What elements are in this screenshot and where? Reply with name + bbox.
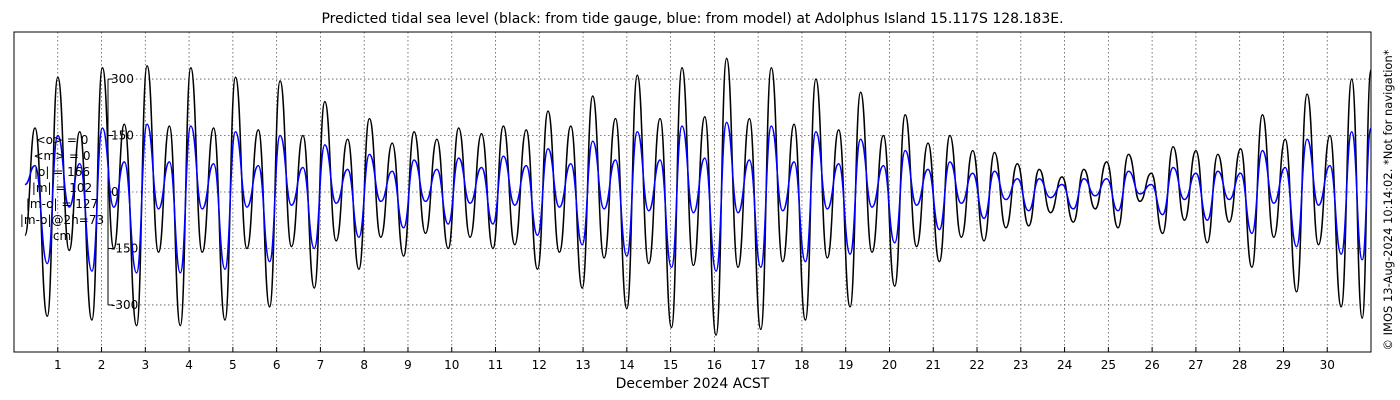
copyright-text: © IMOS 13-Aug-2024 10:14:02. *Not for na… — [1381, 49, 1395, 351]
x-tick-label: 9 — [404, 358, 412, 372]
x-tick-label: 2 — [98, 358, 106, 372]
x-tick-label: 26 — [1144, 358, 1159, 372]
x-tick-label: 5 — [229, 358, 237, 372]
x-tick-label: 13 — [575, 358, 590, 372]
x-tick-label: 17 — [751, 358, 766, 372]
y-tick-label: 300 — [111, 72, 134, 86]
chart-title: Predicted tidal sea level (black: from t… — [321, 11, 1064, 27]
x-tick-label: 28 — [1232, 358, 1247, 372]
stat-abs-observed: |o| = 166 — [33, 165, 90, 179]
y-tick-label: -300 — [111, 298, 138, 312]
y-tick-label: 0 — [111, 185, 119, 199]
stat-mean-observed: <o> = 0 — [35, 133, 89, 147]
x-tick-label: 14 — [619, 358, 634, 372]
x-tick-label: 25 — [1101, 358, 1116, 372]
copyright-notice: © IMOS 13-Aug-2024 10:14:02. *Not for na… — [1379, 20, 1397, 380]
x-tick-label: 11 — [488, 358, 503, 372]
x-tick-label: 29 — [1276, 358, 1291, 372]
stat-abs-difference-2h: |m-o|@2h=73 — [19, 213, 105, 227]
model-series-line — [24, 121, 1372, 274]
stat-abs-model: |m| = 102 — [31, 181, 93, 195]
x-axis-label: December 2024 ACST — [615, 376, 770, 392]
x-tick-label: 8 — [360, 358, 368, 372]
x-tick-label: 12 — [532, 358, 547, 372]
x-tick-label: 30 — [1320, 358, 1335, 372]
stat-unit: cm — [52, 229, 72, 243]
x-tick-label: 23 — [1013, 358, 1028, 372]
stat-mean-model: <m> = 0 — [33, 149, 91, 163]
x-tick-label: 1 — [54, 358, 62, 372]
plot-frame — [13, 31, 1372, 353]
statistics-panel: <o> = 0 <m> = 0 |o| = 166 |m| = 102 |m-o… — [10, 132, 114, 244]
stat-abs-difference: |m-o| = 127 — [25, 197, 99, 211]
x-tick-label: 20 — [882, 358, 897, 372]
x-tick-label: 22 — [969, 358, 984, 372]
x-tick-label: 16 — [707, 358, 722, 372]
x-tick-label: 18 — [794, 358, 809, 372]
x-tick-label: 27 — [1188, 358, 1203, 372]
x-tick-label: 6 — [273, 358, 281, 372]
x-tick-label: 21 — [926, 358, 941, 372]
x-tick-label: 4 — [185, 358, 193, 372]
x-tick-label: 10 — [444, 358, 459, 372]
x-tick-label: 3 — [142, 358, 150, 372]
x-tick-label: 15 — [663, 358, 678, 372]
x-tick-label: 19 — [838, 358, 853, 372]
x-tick-label: 7 — [317, 358, 325, 372]
x-tick-label: 24 — [1057, 358, 1072, 372]
